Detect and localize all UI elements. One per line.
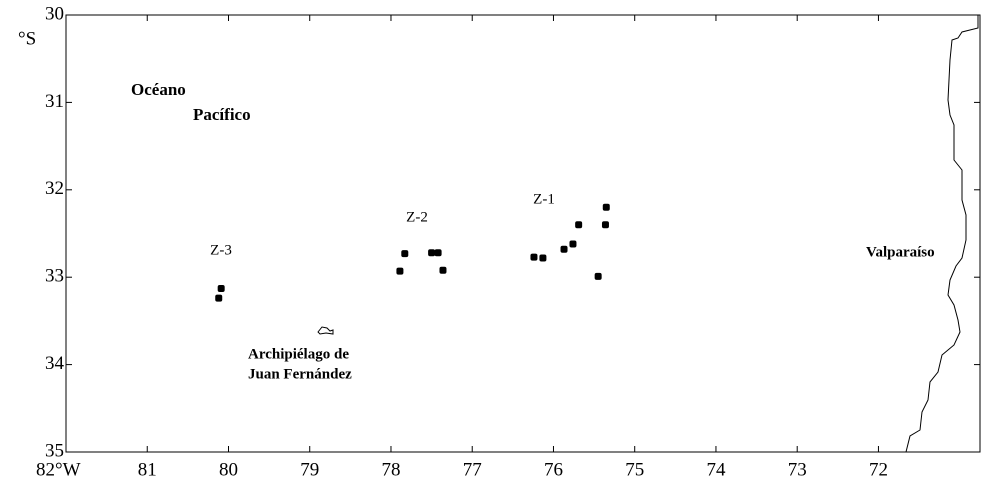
place-label: Juan Fernández xyxy=(248,366,352,382)
place-label: Archipiélago de xyxy=(248,346,349,362)
x-tick-label: 79 xyxy=(300,459,319,480)
y-tick-label: 33 xyxy=(45,266,64,287)
station-point xyxy=(434,249,442,257)
x-tick-label: 76 xyxy=(544,459,563,480)
plot-frame xyxy=(65,14,981,453)
station-point xyxy=(439,266,447,274)
x-tick-label: 75 xyxy=(625,459,644,480)
station-point xyxy=(594,272,602,280)
x-tick-label: 78 xyxy=(381,459,400,480)
station-point xyxy=(575,221,583,229)
x-tick-label: 73 xyxy=(788,459,807,480)
place-label: Valparaíso xyxy=(866,244,935,260)
station-point xyxy=(569,240,577,248)
station-point xyxy=(539,254,547,262)
coastline xyxy=(905,15,979,453)
y-tick-label: 30 xyxy=(45,3,64,24)
x-tick-label: 74 xyxy=(706,459,726,480)
x-tick-label: 72 xyxy=(869,459,888,480)
station-point xyxy=(217,285,225,293)
y-tick-label: 34 xyxy=(45,353,65,374)
x-tick-label: 77 xyxy=(463,459,482,480)
zone-label: Z-3 xyxy=(210,242,232,258)
y-tick-label: 35 xyxy=(45,440,64,461)
station-point xyxy=(602,203,610,211)
x-tick-label: 81 xyxy=(138,459,157,480)
x-tick-label: 82°W xyxy=(36,459,81,480)
station-point xyxy=(401,250,409,258)
station-point xyxy=(601,221,609,229)
y-unit: °S xyxy=(18,28,36,49)
station-point xyxy=(396,267,404,275)
station-point xyxy=(428,249,436,257)
ocean-label: Océano xyxy=(131,80,186,99)
station-point xyxy=(530,253,538,261)
y-tick-label: 32 xyxy=(45,178,64,199)
x-tick-label: 80 xyxy=(219,459,238,480)
zone-label: Z-2 xyxy=(406,209,428,225)
island xyxy=(317,326,334,335)
y-tick-label: 31 xyxy=(45,91,64,112)
ocean-label: Pacífico xyxy=(193,105,251,124)
zone-label: Z-1 xyxy=(533,191,555,207)
station-point xyxy=(560,245,568,253)
station-point xyxy=(215,294,223,302)
